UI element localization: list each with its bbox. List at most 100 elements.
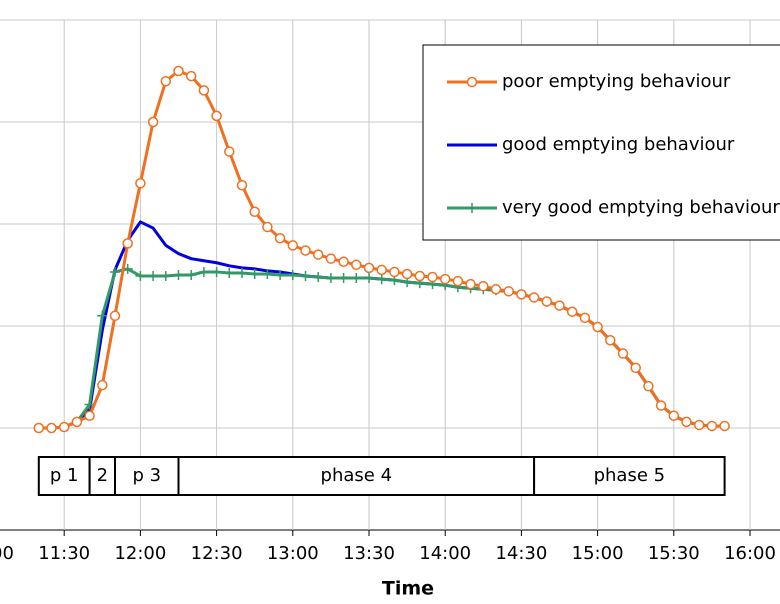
point-marker (364, 273, 374, 284)
point-marker (224, 146, 235, 157)
point-marker (300, 271, 311, 282)
point-marker (33, 422, 45, 434)
point-marker (249, 206, 260, 218)
x-tick-label: 12:00 (114, 543, 166, 564)
phase-label: phase 5 (594, 465, 666, 486)
point-marker (110, 266, 120, 277)
phase-box (177, 456, 536, 496)
series-line (38, 220, 725, 430)
x-tick-label: 11:00 (0, 543, 14, 564)
point-marker (541, 296, 553, 307)
point-marker (427, 271, 438, 283)
x-tick-label: 15:30 (648, 543, 700, 564)
point-marker (643, 380, 654, 392)
point-marker (173, 65, 184, 77)
legend-label: good emptying behaviour (502, 134, 735, 155)
x-tick-label: 13:00 (267, 543, 319, 564)
point-marker (389, 266, 400, 278)
legend-marker (467, 203, 477, 213)
point-marker (274, 233, 286, 244)
point-marker (262, 268, 273, 279)
point-marker (630, 362, 641, 374)
point-marker (84, 410, 95, 422)
x-tick-label: 11:30 (38, 543, 90, 564)
x-tick-label: 12:30 (191, 543, 243, 564)
point-marker (71, 416, 83, 428)
point-marker (160, 75, 172, 87)
point-marker (224, 267, 235, 278)
point-marker (325, 253, 337, 264)
point-marker (617, 348, 629, 359)
point-marker (351, 259, 362, 271)
phase-label: p 1 (50, 465, 79, 486)
legend-label: poor emptying behaviour (502, 71, 731, 92)
x-tick-label: 13:30 (343, 543, 395, 564)
point-marker (478, 280, 489, 292)
point-marker (376, 264, 387, 276)
point-marker (439, 273, 451, 285)
point-marker (236, 179, 248, 191)
phase-label: p 3 (132, 465, 161, 486)
point-marker (312, 249, 324, 260)
point-marker (605, 335, 616, 346)
point-marker (275, 270, 286, 280)
x-axis-title: Time (382, 578, 434, 600)
point-marker (185, 70, 197, 82)
point-marker (579, 312, 591, 324)
point-marker (693, 419, 705, 431)
phase-box (88, 456, 116, 496)
x-tick-label: 14:30 (495, 543, 547, 564)
point-marker (363, 262, 375, 274)
point-marker (287, 270, 298, 280)
phase-label: phase 4 (321, 465, 393, 486)
point-marker (262, 221, 273, 233)
point-marker (566, 306, 578, 317)
point-marker (287, 240, 299, 251)
point-marker (198, 85, 210, 96)
point-marker (313, 272, 324, 283)
x-tick-label: 16:00 (724, 543, 776, 564)
point-marker (414, 270, 426, 282)
phase-box (114, 456, 180, 496)
point-marker (97, 310, 108, 321)
phase-box (37, 456, 91, 496)
point-marker (338, 273, 349, 284)
point-marker (237, 267, 247, 278)
point-marker (109, 310, 121, 322)
point-marker (300, 245, 311, 256)
point-marker (706, 420, 718, 432)
x-tick-label: 14:00 (419, 543, 471, 564)
legend-marker (466, 76, 478, 88)
point-marker (554, 300, 565, 311)
phase-box (533, 456, 726, 496)
point-marker (503, 286, 514, 297)
point-marker (452, 275, 464, 287)
point-marker (681, 416, 692, 428)
point-marker (719, 420, 730, 432)
x-tick-label: 15:00 (572, 543, 624, 564)
point-marker (173, 270, 184, 280)
point-marker (198, 266, 209, 277)
point-marker (516, 289, 527, 300)
point-marker (338, 256, 349, 267)
point-marker (46, 422, 57, 434)
point-marker (249, 268, 260, 279)
point-marker (592, 321, 603, 333)
point-marker (668, 410, 680, 422)
point-marker (160, 271, 171, 282)
point-marker (655, 400, 667, 411)
point-marker (135, 271, 146, 282)
point-marker (147, 116, 159, 128)
point-marker (351, 273, 362, 284)
series-line (38, 267, 725, 430)
point-marker (376, 274, 387, 285)
point-marker (97, 379, 108, 391)
point-marker (211, 266, 222, 277)
point-marker (401, 268, 413, 280)
point-marker (58, 421, 70, 433)
point-marker (490, 284, 502, 295)
point-marker (211, 110, 222, 122)
phase-label: 2 (97, 465, 108, 486)
